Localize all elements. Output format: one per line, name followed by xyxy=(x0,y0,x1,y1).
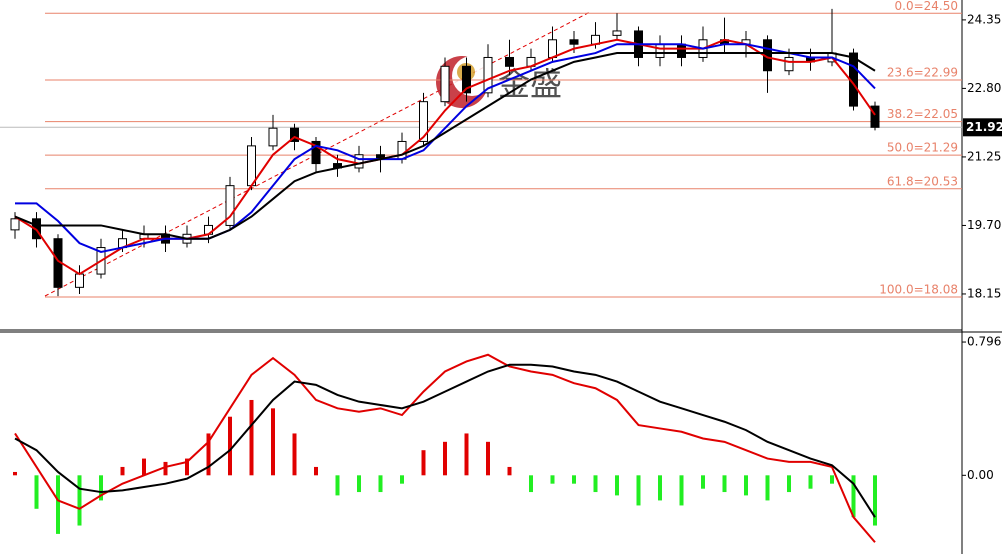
fib-label: 61.8=20.53 xyxy=(887,174,958,188)
histogram-bar xyxy=(529,475,533,493)
trend-line xyxy=(44,11,591,297)
histogram-bar xyxy=(701,475,705,489)
histogram-bar xyxy=(679,475,684,506)
histogram-bar xyxy=(421,450,426,476)
histogram-bar xyxy=(443,441,447,476)
histogram-bar xyxy=(808,475,813,489)
candle-body xyxy=(784,56,794,72)
candle-body xyxy=(75,273,84,288)
candle-body xyxy=(225,185,235,226)
histogram-bar xyxy=(787,475,791,493)
candle-body xyxy=(10,218,20,231)
candle-body xyxy=(268,127,278,147)
histogram-bar xyxy=(744,475,748,496)
histogram-bar xyxy=(163,461,168,476)
histogram-bar xyxy=(486,441,490,476)
candle-body xyxy=(483,56,493,94)
candle-body xyxy=(677,43,686,58)
macd-line xyxy=(14,353,876,543)
histogram-bar xyxy=(335,475,340,496)
histogram-bar xyxy=(228,416,232,476)
candle-body xyxy=(311,140,321,165)
histogram-bar xyxy=(830,475,834,484)
fib-label: 23.6=22.99 xyxy=(887,66,958,80)
y-tick-label: 21.25 xyxy=(967,149,1001,163)
candle-body xyxy=(397,140,407,160)
histogram-bar xyxy=(185,458,189,476)
histogram-bar xyxy=(722,475,727,493)
candle-body xyxy=(247,145,256,187)
histogram-bar xyxy=(507,466,512,476)
current-price-box xyxy=(963,118,1002,137)
candle-body xyxy=(870,105,880,128)
moving-average xyxy=(14,52,876,240)
histogram-bar xyxy=(56,475,60,534)
histogram-bar xyxy=(357,475,361,493)
histogram-bar xyxy=(572,475,576,484)
candle-body xyxy=(354,154,364,169)
histogram-bar xyxy=(120,466,125,476)
y-tick-label: 22.80 xyxy=(967,81,1001,95)
histogram-bar xyxy=(99,475,103,501)
current-price-label: 21.92 xyxy=(966,120,1002,134)
histogram-bar xyxy=(378,475,383,493)
histogram-bar xyxy=(550,475,555,484)
histogram-bar xyxy=(271,408,275,476)
moving-average xyxy=(15,43,876,254)
candle-body xyxy=(440,65,450,103)
histogram-bar xyxy=(615,475,619,496)
histogram-bar xyxy=(314,466,318,476)
histogram-bar xyxy=(206,433,211,476)
candle-body xyxy=(548,39,557,58)
histogram-bar xyxy=(464,433,469,476)
histogram-bar xyxy=(400,475,404,484)
candle-body xyxy=(569,39,579,45)
candle-body xyxy=(612,30,622,36)
candle-body xyxy=(655,43,665,58)
candle-body xyxy=(290,127,299,142)
candle-body xyxy=(419,101,428,142)
fib-label: 50.0=21.29 xyxy=(887,141,958,155)
histogram-bar xyxy=(873,475,877,526)
fib-label: 0.0=24.50 xyxy=(895,0,959,13)
histogram-bar xyxy=(77,475,82,526)
fib-label: 38.2=22.05 xyxy=(887,107,958,121)
moving-average xyxy=(14,38,876,276)
histogram-bar xyxy=(851,475,856,518)
histogram-bar xyxy=(34,475,39,509)
y-tick-label: 18.15 xyxy=(967,286,1001,300)
histogram-bar xyxy=(13,471,17,476)
y-tick-label: 24.35 xyxy=(967,12,1001,26)
histogram-bar xyxy=(765,475,770,501)
histogram-bar xyxy=(142,458,146,476)
y-tick-label: 0.00 xyxy=(967,468,994,482)
histogram-bar xyxy=(593,475,598,493)
candle-body xyxy=(462,65,471,94)
fib-label: 100.0=18.08 xyxy=(879,283,958,297)
y-tick-label: 0.796 xyxy=(967,335,1001,349)
histogram-bar xyxy=(636,475,641,506)
y-tick-label: 19.70 xyxy=(967,218,1001,232)
candle-body xyxy=(505,56,514,67)
histogram-bar xyxy=(292,433,297,476)
histogram-bar xyxy=(249,399,254,476)
histogram-bar xyxy=(658,475,662,501)
macd-line xyxy=(14,363,876,518)
